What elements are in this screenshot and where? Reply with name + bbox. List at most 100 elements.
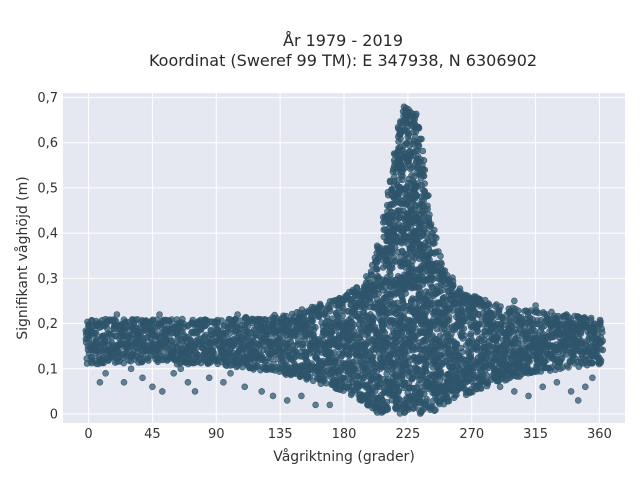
data-point [283, 397, 291, 404]
data-points [82, 103, 607, 417]
y-tick-label: 0,4 [37, 227, 58, 242]
data-point [383, 370, 391, 378]
data-point [461, 332, 468, 339]
y-tick-label: 0,7 [37, 91, 58, 106]
data-point [227, 369, 234, 377]
data-point [191, 388, 199, 395]
data-point [96, 378, 104, 386]
data-point [525, 392, 532, 400]
x-tick-label: 0 [84, 427, 92, 442]
data-point [539, 383, 547, 391]
data-point [565, 363, 572, 371]
data-point [467, 330, 475, 338]
data-point [271, 311, 278, 319]
data-point [92, 336, 100, 344]
data-point [514, 307, 522, 315]
data-point [474, 327, 482, 335]
data-point [425, 214, 433, 222]
data-point [485, 300, 493, 308]
x-tick-label: 225 [395, 427, 420, 442]
data-point [298, 392, 305, 400]
data-point [574, 397, 582, 404]
data-point [599, 346, 607, 354]
data-point [269, 392, 277, 400]
data-point [416, 287, 424, 294]
data-point [532, 302, 539, 309]
data-point [432, 234, 440, 242]
data-point [379, 321, 387, 328]
data-point [326, 303, 334, 311]
x-tick-label: 45 [144, 427, 161, 442]
data-point [402, 290, 410, 297]
data-point [392, 338, 400, 345]
data-point [299, 343, 306, 351]
data-point [414, 124, 422, 131]
data-point [170, 369, 177, 377]
data-point [113, 311, 121, 318]
y-tick-label: 0,2 [37, 317, 58, 332]
data-point [423, 192, 431, 200]
data-point [567, 388, 575, 395]
x-tick-label: 180 [332, 427, 357, 442]
data-point [553, 378, 561, 386]
data-point [258, 388, 266, 395]
data-point [159, 388, 166, 395]
data-point [205, 374, 213, 382]
data-point [510, 388, 518, 395]
data-point [445, 313, 453, 321]
data-point [267, 355, 275, 363]
data-point [412, 110, 420, 118]
data-point [220, 378, 227, 386]
data-point [423, 360, 430, 368]
data-point [467, 388, 475, 396]
data-point [326, 401, 334, 409]
data-point [149, 383, 156, 391]
data-point [139, 374, 146, 382]
data-point [312, 401, 319, 409]
data-point [371, 323, 379, 331]
y-axis-title: Signifikant våghöjd (m) [14, 176, 31, 339]
data-point [418, 232, 426, 240]
y-tick-label: 0,5 [37, 181, 58, 196]
data-point [399, 172, 406, 180]
data-point [420, 172, 428, 180]
data-point [120, 378, 128, 386]
data-point [419, 147, 427, 155]
data-point [102, 369, 109, 377]
data-point [370, 315, 377, 323]
data-point [145, 357, 152, 364]
data-point [497, 303, 504, 310]
data-point [510, 297, 518, 305]
data-point [467, 351, 475, 358]
data-point [596, 319, 604, 327]
x-tick-label: 270 [459, 427, 484, 442]
data-point [589, 374, 596, 382]
data-point [444, 397, 451, 405]
data-point [432, 406, 439, 414]
data-point [421, 166, 429, 174]
data-point [345, 351, 353, 358]
x-tick-label: 135 [268, 427, 293, 442]
y-tick-labels: 00,10,20,30,40,50,60,7 [37, 91, 58, 422]
data-point [103, 324, 111, 332]
data-point [177, 365, 185, 373]
data-point [310, 326, 318, 334]
data-point [424, 205, 431, 213]
data-point [307, 314, 315, 322]
data-point [477, 385, 485, 392]
data-point [210, 348, 217, 356]
data-point [404, 404, 412, 412]
data-point [388, 264, 396, 272]
data-point [395, 138, 402, 145]
data-point [384, 404, 391, 411]
data-point [417, 135, 424, 143]
data-point [306, 373, 313, 381]
chart-title: År 1979 - 2019 [283, 31, 403, 50]
data-point [401, 308, 409, 316]
data-point [483, 371, 490, 379]
x-tick-label: 315 [523, 427, 548, 442]
data-point [156, 311, 163, 318]
data-point [449, 274, 456, 282]
